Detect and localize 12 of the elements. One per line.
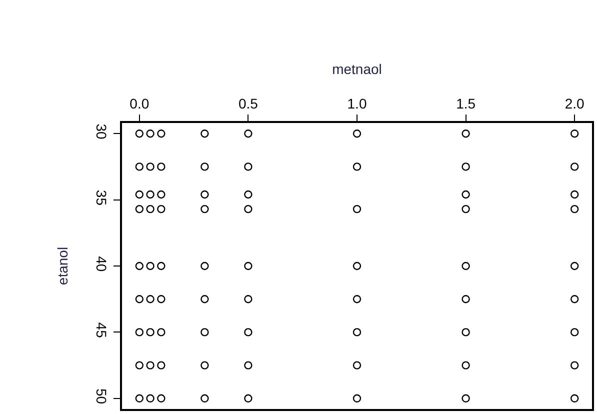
y-tick-label: 45 [93, 322, 110, 338]
y-tick-label: 40 [93, 256, 110, 272]
y-tick-label: 30 [93, 124, 110, 140]
x-tick-label: 0.5 [238, 96, 258, 112]
y-axis-title: etanol [54, 246, 71, 286]
x-tick-label: 0.0 [130, 96, 150, 112]
x-tick-label: 2.0 [564, 96, 585, 112]
y-tick-label: 50 [93, 388, 110, 404]
x-tick-label: 1.0 [347, 96, 367, 112]
x-tick-label: 1.5 [456, 96, 476, 112]
y-tick-label: 35 [93, 190, 110, 206]
x-axis-title: metnaol [332, 60, 382, 77]
